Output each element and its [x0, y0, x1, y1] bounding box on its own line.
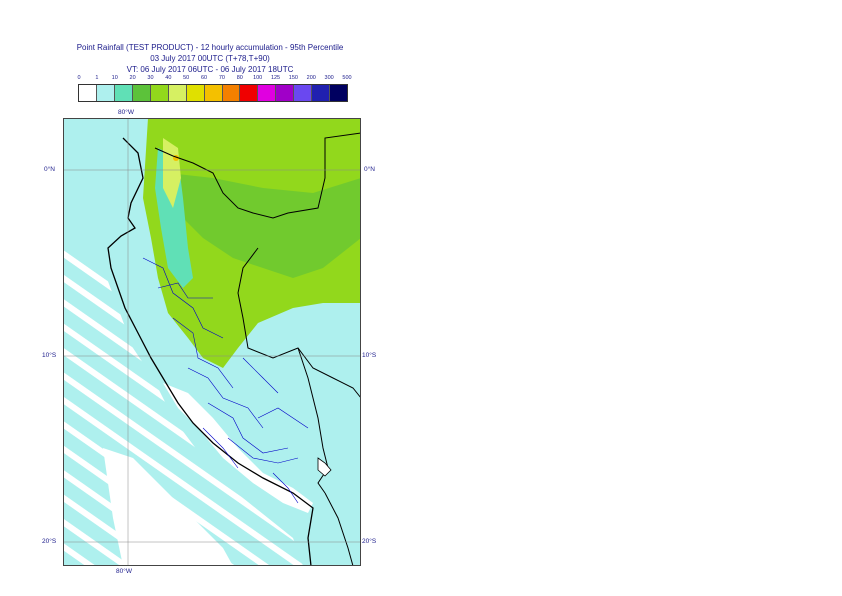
legend-threshold-label: 10 — [111, 75, 118, 81]
legend-threshold-label: 50 — [183, 75, 190, 81]
legend-threshold-label: 125 — [270, 75, 281, 81]
dry-coastal-desert — [163, 383, 313, 513]
legend-swatch — [312, 85, 331, 101]
legend-swatch — [150, 85, 169, 101]
legend-threshold-label: 300 — [324, 75, 334, 81]
legend-threshold-label: 30 — [147, 75, 154, 81]
title-line-1: Point Rainfall (TEST PRODUCT) - 12 hourl… — [76, 43, 344, 52]
legend-swatch — [204, 85, 223, 101]
legend-swatch — [258, 85, 277, 101]
chile-border — [324, 492, 354, 566]
legend-threshold-label: 100 — [253, 75, 263, 81]
legend-threshold-label: 20 — [129, 75, 136, 81]
legend-swatch — [294, 85, 313, 101]
map-canvas — [63, 118, 361, 566]
legend-threshold-label: 150 — [288, 75, 298, 81]
peru-bolivia-border — [297, 347, 329, 494]
south-america-coastline — [107, 137, 314, 566]
lat-label-0-right: 0°N — [364, 166, 375, 173]
legend-threshold-label: 80 — [236, 75, 243, 81]
legend-swatch — [276, 85, 295, 101]
legend-swatch — [79, 85, 97, 101]
legend-swatch — [114, 85, 133, 101]
lat-label-20-right: 20°S — [362, 538, 377, 545]
map-title: Point Rainfall (TEST PRODUCT) - 12 hourl… — [0, 42, 420, 75]
legend-swatch — [330, 85, 348, 101]
legend-threshold-label: 200 — [306, 75, 316, 81]
lat-label-10-right: 10°S — [362, 352, 377, 359]
lat-label-0-left: 0°N — [44, 166, 55, 173]
legend-threshold-label: 0 — [77, 75, 81, 81]
title-line-2: 03 July 2017 00UTC (T+78,T+90) — [150, 54, 270, 63]
legend-swatch — [186, 85, 205, 101]
map-frame — [63, 118, 361, 566]
legend-threshold-label: 500 — [342, 75, 352, 81]
legend-labels: 0 1 10 20 30 40 50 60 70 80 100 125 150 200 300 500 — [77, 75, 358, 84]
legend-swatch — [132, 85, 151, 101]
color-legend: 0 1 10 20 30 40 50 60 70 80 100 125 150 200 300 500 — [77, 75, 358, 102]
legend-swatch — [168, 85, 187, 101]
legend-swatch — [96, 85, 115, 101]
legend-threshold-label: 1 — [95, 75, 99, 81]
lake-titicaca — [317, 457, 332, 477]
peru-brazil-border — [237, 247, 361, 399]
legend-swatch — [240, 85, 259, 101]
legend-threshold-label: 60 — [201, 75, 208, 81]
title-line-3: VT: 06 July 2017 06UTC - 06 July 2017 18… — [126, 65, 294, 74]
dry-southwest-zone — [103, 448, 233, 566]
admin-borders — [142, 257, 309, 504]
legend-color-bar — [78, 84, 348, 102]
rainfall-map — [63, 118, 361, 566]
lon-label-top: 80°W — [118, 109, 134, 116]
lat-label-20-left: 20°S — [42, 538, 57, 545]
lon-label-bottom: 80°W — [116, 568, 132, 575]
ecuador-border — [154, 132, 361, 219]
legend-threshold-label: 70 — [218, 75, 225, 81]
legend-swatch — [222, 85, 241, 101]
amazon-light-rain — [168, 173, 361, 278]
lat-label-10-left: 10°S — [42, 352, 57, 359]
legend-threshold-label: 40 — [165, 75, 172, 81]
